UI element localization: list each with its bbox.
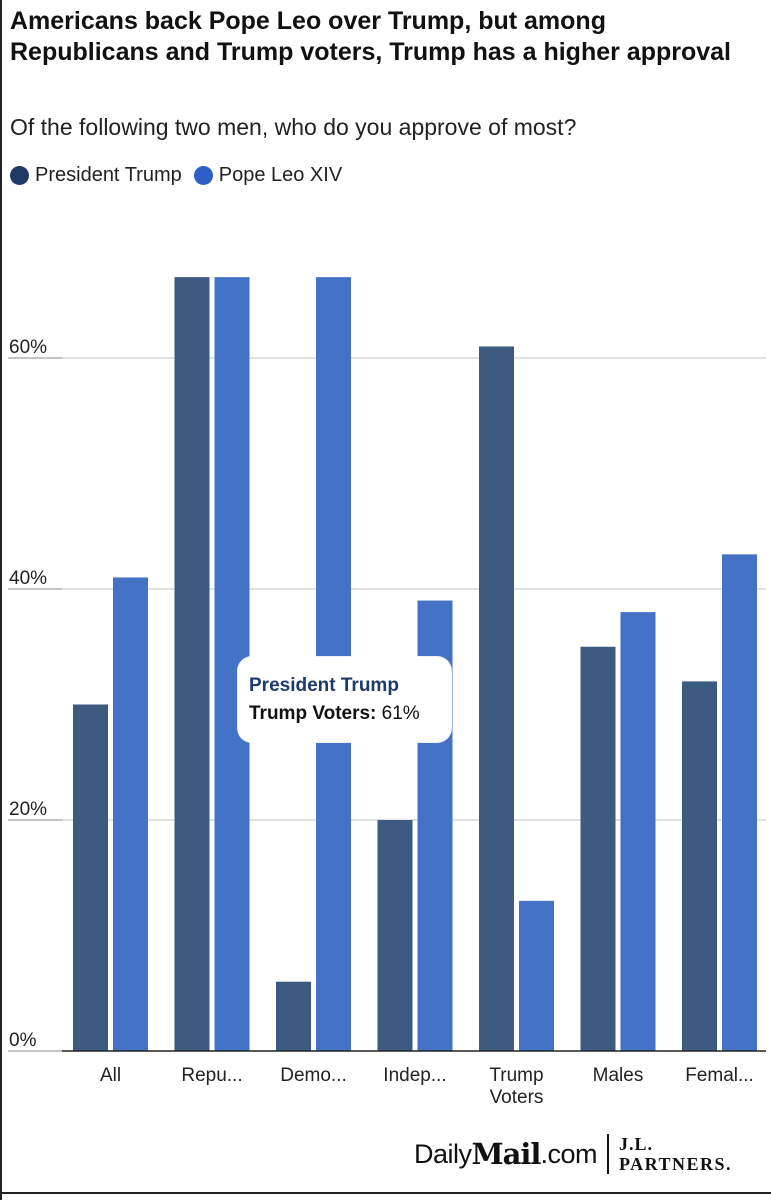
left-border — [0, 0, 2, 1200]
bar-chart: 0% 20% 40% 60% All Repu... Demo... Indep... Trum… — [8, 277, 766, 1108]
category-label-6: Femal... — [685, 1065, 754, 1086]
category-label-5: Males — [593, 1065, 644, 1086]
tooltip-series: President Trump — [249, 675, 399, 696]
bar-leo-5[interactable] — [620, 612, 656, 1051]
ytick-label-60: 60% — [9, 337, 47, 358]
chart-subtitle: Of the following two men, who do you app… — [10, 114, 577, 140]
category-label-4-line0: Trump — [489, 1065, 543, 1086]
legend-label-trump: President Trump — [35, 164, 182, 186]
partner-line2: PARTNERS. — [618, 1154, 733, 1174]
bar-trump-6[interactable] — [682, 681, 717, 1051]
tooltip-value: 61% — [381, 703, 420, 724]
brand-mail: Mail — [471, 1137, 542, 1171]
brand-com: .com — [540, 1138, 597, 1169]
category-label-0: All — [100, 1065, 121, 1086]
bar-trump-4[interactable] — [479, 346, 514, 1051]
legend: President Trump Pope Leo XIV — [10, 164, 354, 187]
tooltip-category: Trump Voters: — [249, 703, 377, 724]
category-label-2: Demo... — [280, 1065, 347, 1086]
legend-item-trump[interactable]: President Trump — [10, 164, 182, 187]
tooltip-row: Trump Voters: 61% — [249, 703, 420, 725]
brand-divider — [606, 1134, 609, 1174]
legend-swatch-leo — [193, 166, 213, 185]
category-label-4-line1: Voters — [490, 1087, 544, 1108]
bar-leo-0[interactable] — [113, 577, 148, 1051]
category-label-3: Indep... — [383, 1065, 446, 1086]
brand-footer: Daily Mail .com J.L. PARTNERS. — [414, 1132, 732, 1176]
bar-leo-6[interactable] — [722, 554, 757, 1051]
legend-label-leo: Pope Leo XIV — [218, 164, 343, 186]
bar-trump-5[interactable] — [580, 646, 616, 1051]
bottom-border — [0, 1192, 771, 1194]
chart-title: Americans back Pope Leo over Trump, but … — [10, 7, 731, 66]
ytick-label-40: 40% — [9, 568, 47, 589]
partner-logo: J.L. PARTNERS. — [619, 1134, 732, 1174]
bar-leo-4[interactable] — [519, 900, 554, 1051]
partner-line1: J.L. — [618, 1134, 653, 1154]
legend-swatch-trump — [10, 166, 29, 185]
brand-daily: Daily — [414, 1138, 472, 1169]
legend-item-leo[interactable]: Pope Leo XIV — [193, 164, 343, 187]
tooltip: President Trump Trump Voters: 61% — [238, 657, 451, 742]
category-label-1: Repu... — [181, 1065, 242, 1086]
bar-trump-2[interactable] — [276, 981, 311, 1051]
bar-trump-3[interactable] — [377, 820, 413, 1051]
bar-trump-0[interactable] — [73, 704, 108, 1052]
ytick-label-0: 0% — [9, 1030, 37, 1051]
bar-trump-1[interactable] — [174, 277, 210, 1051]
ytick-label-20: 20% — [9, 799, 47, 820]
